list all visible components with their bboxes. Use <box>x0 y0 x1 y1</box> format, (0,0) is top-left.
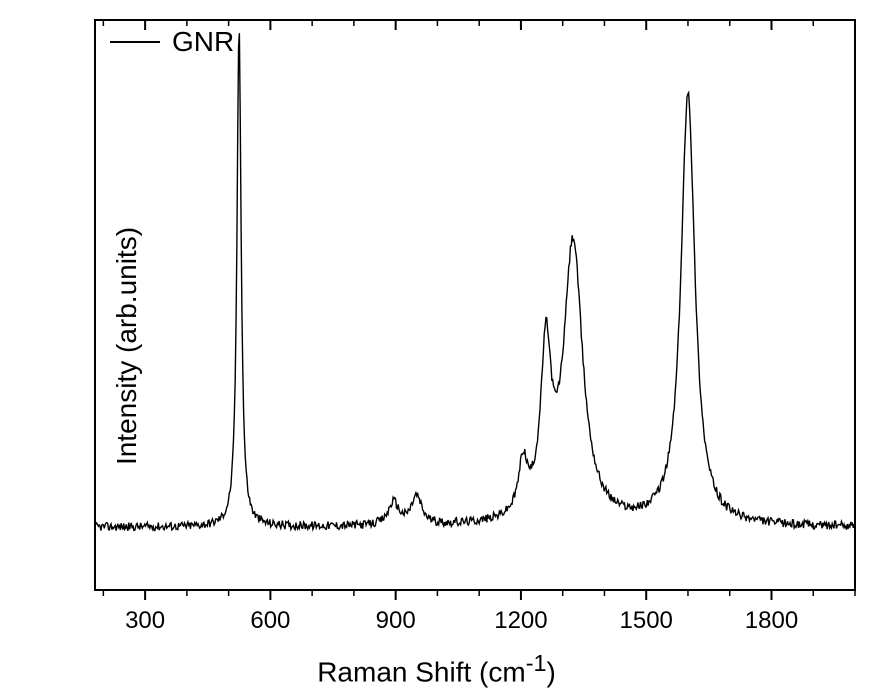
svg-text:600: 600 <box>250 607 290 634</box>
svg-text:900: 900 <box>376 607 416 634</box>
x-axis-label: Raman Shift (cm-1) <box>317 650 556 688</box>
xlabel-super: -1 <box>526 650 547 676</box>
legend-line-swatch <box>110 41 160 43</box>
svg-text:1200: 1200 <box>494 607 547 634</box>
xlabel-prefix: Raman Shift (cm <box>317 656 526 687</box>
y-axis-label: Intensity (arb.units) <box>111 227 143 465</box>
svg-text:300: 300 <box>125 607 165 634</box>
svg-text:1800: 1800 <box>745 607 798 634</box>
legend: GNR <box>110 26 234 58</box>
legend-label: GNR <box>172 26 234 58</box>
raman-spectrum-figure: 300 600 900 1200 1500 1800 GNR Intensity (arb… <box>0 0 873 692</box>
svg-text:1500: 1500 <box>620 607 673 634</box>
xlabel-suffix: ) <box>546 656 555 687</box>
